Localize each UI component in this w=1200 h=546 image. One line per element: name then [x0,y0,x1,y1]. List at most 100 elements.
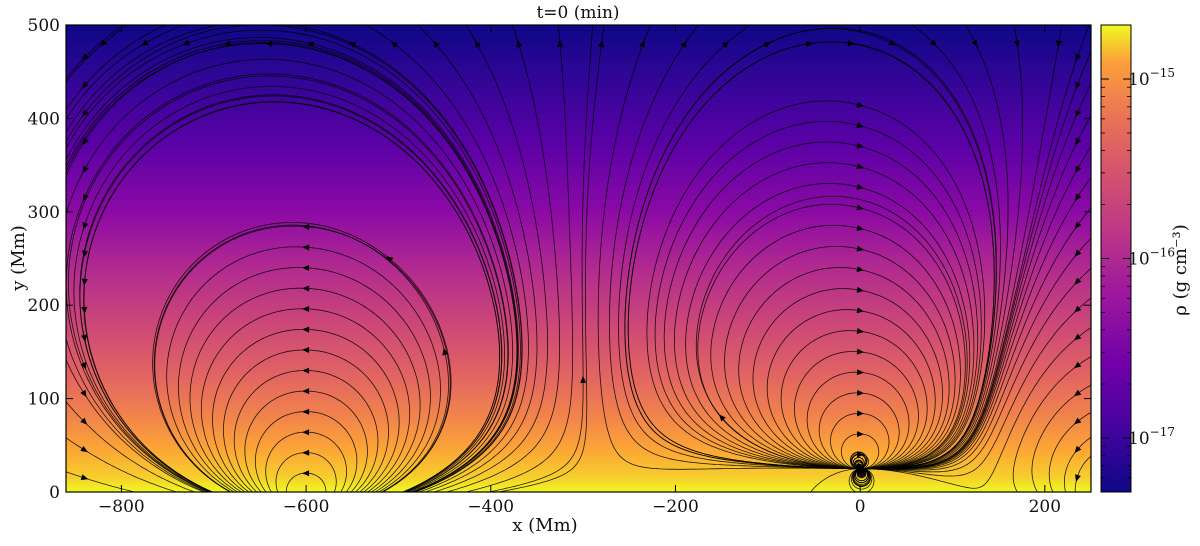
streamline-arrow [82,109,89,117]
streamline-arrow [390,41,398,48]
streamline-arrow [302,244,310,251]
streamline-arrow [223,40,232,47]
streamline [496,25,605,492]
streamline-arrow [1073,333,1082,341]
streamline-arrow [580,375,587,383]
streamline [66,358,206,492]
streamline-arrow [516,39,523,48]
streamline [364,25,529,492]
y-tick-label: 400 [28,109,60,129]
streamline-arrow [302,408,310,415]
streamline [152,222,452,492]
streamline-arrow [1074,249,1082,257]
streamline-arrow [302,264,310,271]
streamline-arrow [856,348,865,355]
streamline-arrow [856,266,865,273]
streamline-arrow [857,431,865,438]
x-axis-label: x (Mm) [512,515,577,536]
streamline-arrow [1075,474,1081,482]
streamline-arrow [80,445,88,453]
streamline-arrow [847,40,855,47]
streamline-arrow [856,286,865,293]
streamline [66,25,186,120]
streamline-arrow [80,361,87,370]
streamline-arrow [857,410,865,417]
streamline [66,437,178,492]
streamline-arrow [302,388,310,395]
streamline [66,43,518,492]
streamline-arrow [1075,81,1081,90]
streamline-arrow [639,39,645,48]
colorbar-label: ρ (g cm⁻³) [1170,224,1191,315]
streamline [464,25,574,492]
streamline [66,29,521,492]
streamline-arrow [302,326,310,333]
streamline-arrow [442,348,449,356]
streamline-arrow [81,306,88,314]
streamline [417,25,538,492]
streamline-arrow [888,39,897,46]
streamline-arrow [1073,361,1082,369]
streamline-arrow [856,389,865,396]
streamline-arrow [80,389,87,398]
streamline-arrow [1074,221,1082,230]
y-tick-label: 300 [28,203,60,223]
streamline-arrow [80,474,89,480]
streamline-arrow [1075,165,1082,174]
x-tick-label: −600 [283,497,330,517]
streamline [66,73,509,492]
streamline-arrow [82,250,89,258]
streamline [1012,356,1091,492]
y-tick-label: 100 [28,390,60,410]
streamline-arrow [81,81,89,89]
y-axis-label: y (Mm) [8,225,29,291]
streamline-arrow [1013,40,1020,48]
streamline-arrow [1074,277,1082,285]
streamline-arrow [302,285,310,292]
x-tick-label: −800 [98,497,145,517]
x-tick-label: 200 [1029,497,1061,517]
streamline-arrow [306,41,315,48]
streamline-arrow [856,163,864,170]
streamline [166,246,441,492]
streamline-arrow [856,204,864,211]
density-map [66,25,1091,492]
streamline-arrow [348,42,357,48]
streamline-arrow [1075,53,1081,62]
x-tick-label: 0 [855,497,866,517]
streamline-arrow [856,369,865,376]
streamline-arrow [82,165,89,174]
streamline-arrow [856,245,865,252]
streamline-arrow [302,306,310,312]
streamline-arrow [856,307,865,314]
streamline-arrow [302,429,310,436]
streamline-arrow [82,193,89,202]
chart-title: t=0 (min) [536,3,619,23]
streamline-arrow [971,39,978,48]
streamline-arrow [302,449,310,456]
streamlines [66,25,1091,492]
streamline [1074,455,1091,492]
colorbar-tick-label: 10−17 [1128,425,1175,449]
plot-frame [65,24,1092,493]
streamline [79,95,502,492]
streamline [73,86,505,492]
streamline-arrow [1056,40,1063,48]
streamline-arrow [1074,193,1082,202]
x-tick-label: −400 [467,497,514,517]
streamline [445,25,560,492]
x-tick-label: −200 [652,497,699,517]
x-axis-ticks: −800 −600 −400 −200 0 200 [98,25,1061,517]
streamline-arrow [302,367,310,374]
streamline-arrow [81,53,89,61]
y-tick-label: 200 [28,296,60,316]
streamline-arrow [721,41,730,48]
streamline [177,267,431,492]
y-axis-ticks: 0 100 200 300 400 500 [28,16,1091,503]
streamline-arrow [1075,109,1082,118]
colorbar-tick-label: 10−16 [1128,246,1175,270]
streamline [66,471,137,492]
streamline-arrow [718,414,726,422]
streamline-arrow [856,328,865,335]
